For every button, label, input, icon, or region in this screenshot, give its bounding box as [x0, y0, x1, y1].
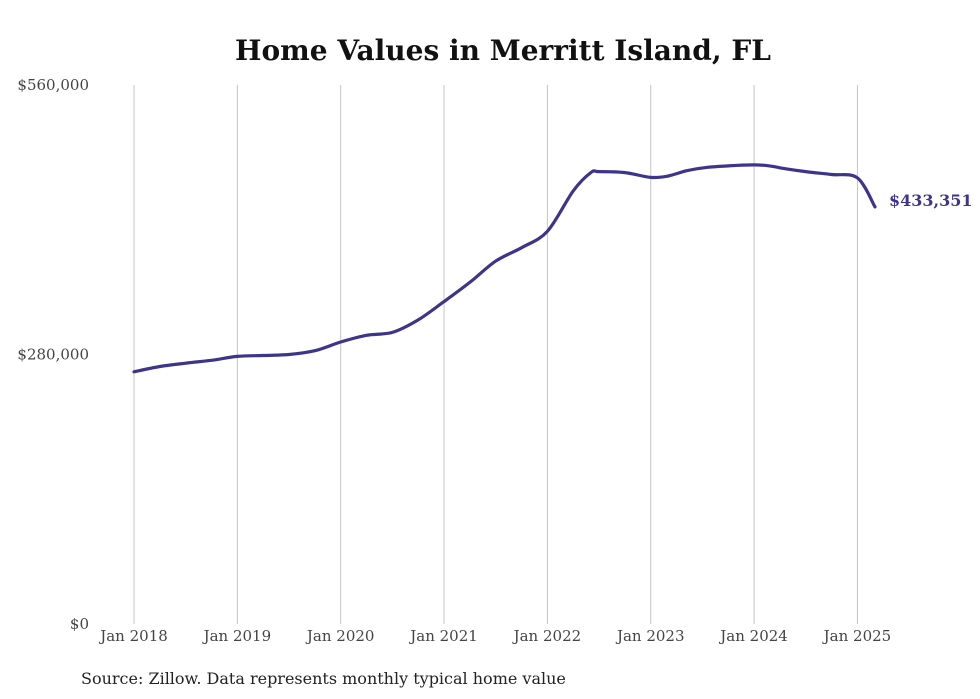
x-tick-label: Jan 2024 — [718, 627, 788, 645]
y-tick-label: $280,000 — [17, 346, 89, 364]
y-axis-ticks: $0 $280,000 $560,000 — [17, 76, 89, 633]
chart-title: Home Values in Merritt Island, FL — [235, 34, 771, 67]
x-tick-label: Jan 2022 — [512, 627, 582, 645]
x-tick-label: Jan 2018 — [98, 627, 168, 645]
y-tick-label: $560,000 — [17, 76, 89, 94]
gridlines — [133, 85, 858, 624]
x-tick-label: Jan 2020 — [305, 627, 375, 645]
x-tick-label: Jan 2019 — [202, 627, 272, 645]
end-value-label: $433,351 — [889, 191, 973, 210]
x-tick-label: Jan 2021 — [408, 627, 478, 645]
x-tick-label: Jan 2025 — [822, 627, 892, 645]
x-axis-ticks: Jan 2018 Jan 2019 Jan 2020 Jan 2021 Jan 2022… — [98, 627, 891, 645]
source-note: Source: Zillow. Data represents monthly … — [81, 669, 566, 688]
x-tick-label: Jan 2023 — [615, 627, 685, 645]
y-tick-label: $0 — [70, 615, 89, 633]
series-line-home-value — [132, 163, 877, 374]
